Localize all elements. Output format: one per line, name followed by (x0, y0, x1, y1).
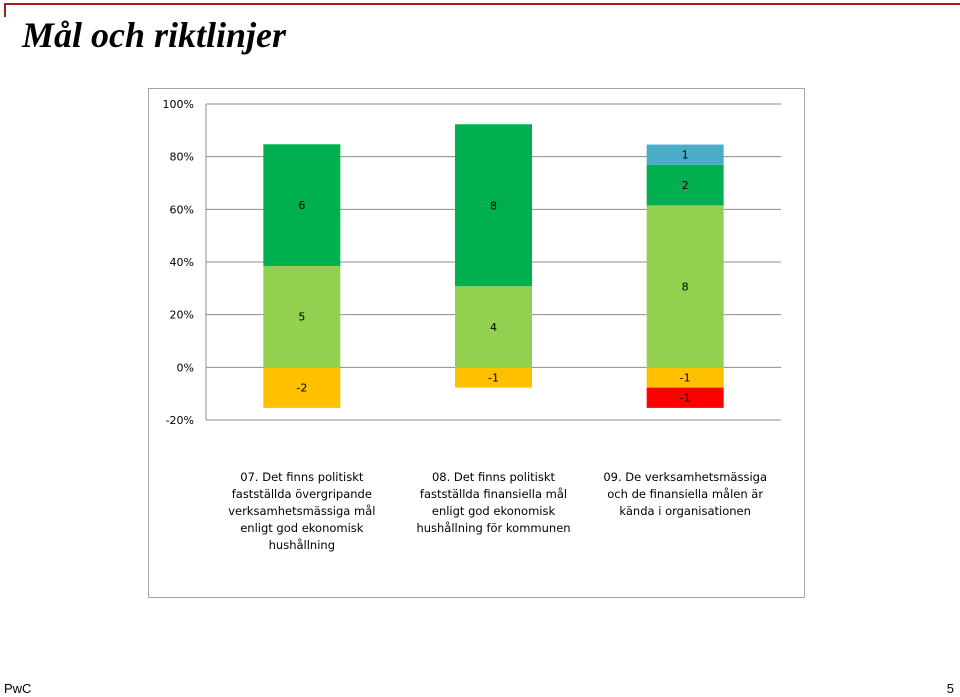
data-label: -1 (680, 392, 691, 405)
y-tick-label: 40% (170, 256, 194, 269)
y-tick-label: 0% (177, 361, 194, 374)
y-tick-label: -20% (166, 414, 194, 427)
y-tick-label: 60% (170, 203, 194, 216)
page-number: 5 (946, 681, 954, 696)
bar-segment (646, 205, 724, 368)
top-accent-tick (4, 3, 6, 17)
x-category-label: och de finansiella målen är (607, 487, 763, 501)
bar-segment (263, 367, 341, 408)
data-label: -2 (296, 382, 307, 395)
bar-segment (263, 265, 341, 368)
bar-segment (263, 144, 341, 266)
footer-brand: PwC (4, 681, 32, 696)
y-tick-label: 100% (163, 98, 194, 111)
x-category-label: fastställda finansiella mål (420, 487, 567, 501)
data-label: 4 (490, 321, 497, 334)
bar-segment (455, 124, 532, 287)
x-category-label: verksamhetsmässiga mål (228, 504, 375, 518)
x-category-label: fastställda övergripande (232, 487, 372, 501)
data-label: 6 (298, 199, 305, 212)
bar-segment (646, 164, 724, 206)
data-label: 2 (682, 179, 689, 192)
data-label: -1 (488, 371, 499, 384)
x-category-label: kända i organisationen (619, 504, 750, 518)
x-category-label: 08. Det finns politiskt (432, 470, 556, 484)
x-category-label: 07. Det finns politiskt (240, 470, 364, 484)
chart-frame: -20% 0% 20% 40% 60% 80% 100% -2 5 6 07. Det finns … (148, 88, 805, 598)
x-category-label: hushållning för kommunen (416, 521, 570, 535)
bar-segment (455, 286, 532, 368)
stacked-bar-chart: -20% 0% 20% 40% 60% 80% 100% -2 5 6 07. Det finns … (163, 98, 781, 552)
bar-segment (455, 367, 532, 388)
data-label: 8 (682, 280, 689, 293)
data-label: -1 (680, 371, 691, 384)
x-category-label: hushållning (269, 538, 335, 552)
x-category-label: enligt god ekonomisk (240, 521, 364, 535)
y-tick-label: 80% (170, 151, 194, 164)
x-category-label: enligt god ekonomisk (432, 504, 556, 518)
bar-segment (646, 387, 724, 408)
bar-segment (646, 144, 724, 165)
slide-title: Mål och riktlinjer (22, 15, 287, 55)
data-label: 5 (298, 311, 305, 324)
x-category-label: 09. De verksamhetsmässiga (603, 470, 767, 484)
bar-segment (646, 367, 724, 388)
top-accent-rule (4, 3, 960, 5)
data-label: 1 (682, 149, 689, 162)
y-tick-label: 20% (170, 309, 194, 322)
data-label: 8 (490, 199, 497, 212)
